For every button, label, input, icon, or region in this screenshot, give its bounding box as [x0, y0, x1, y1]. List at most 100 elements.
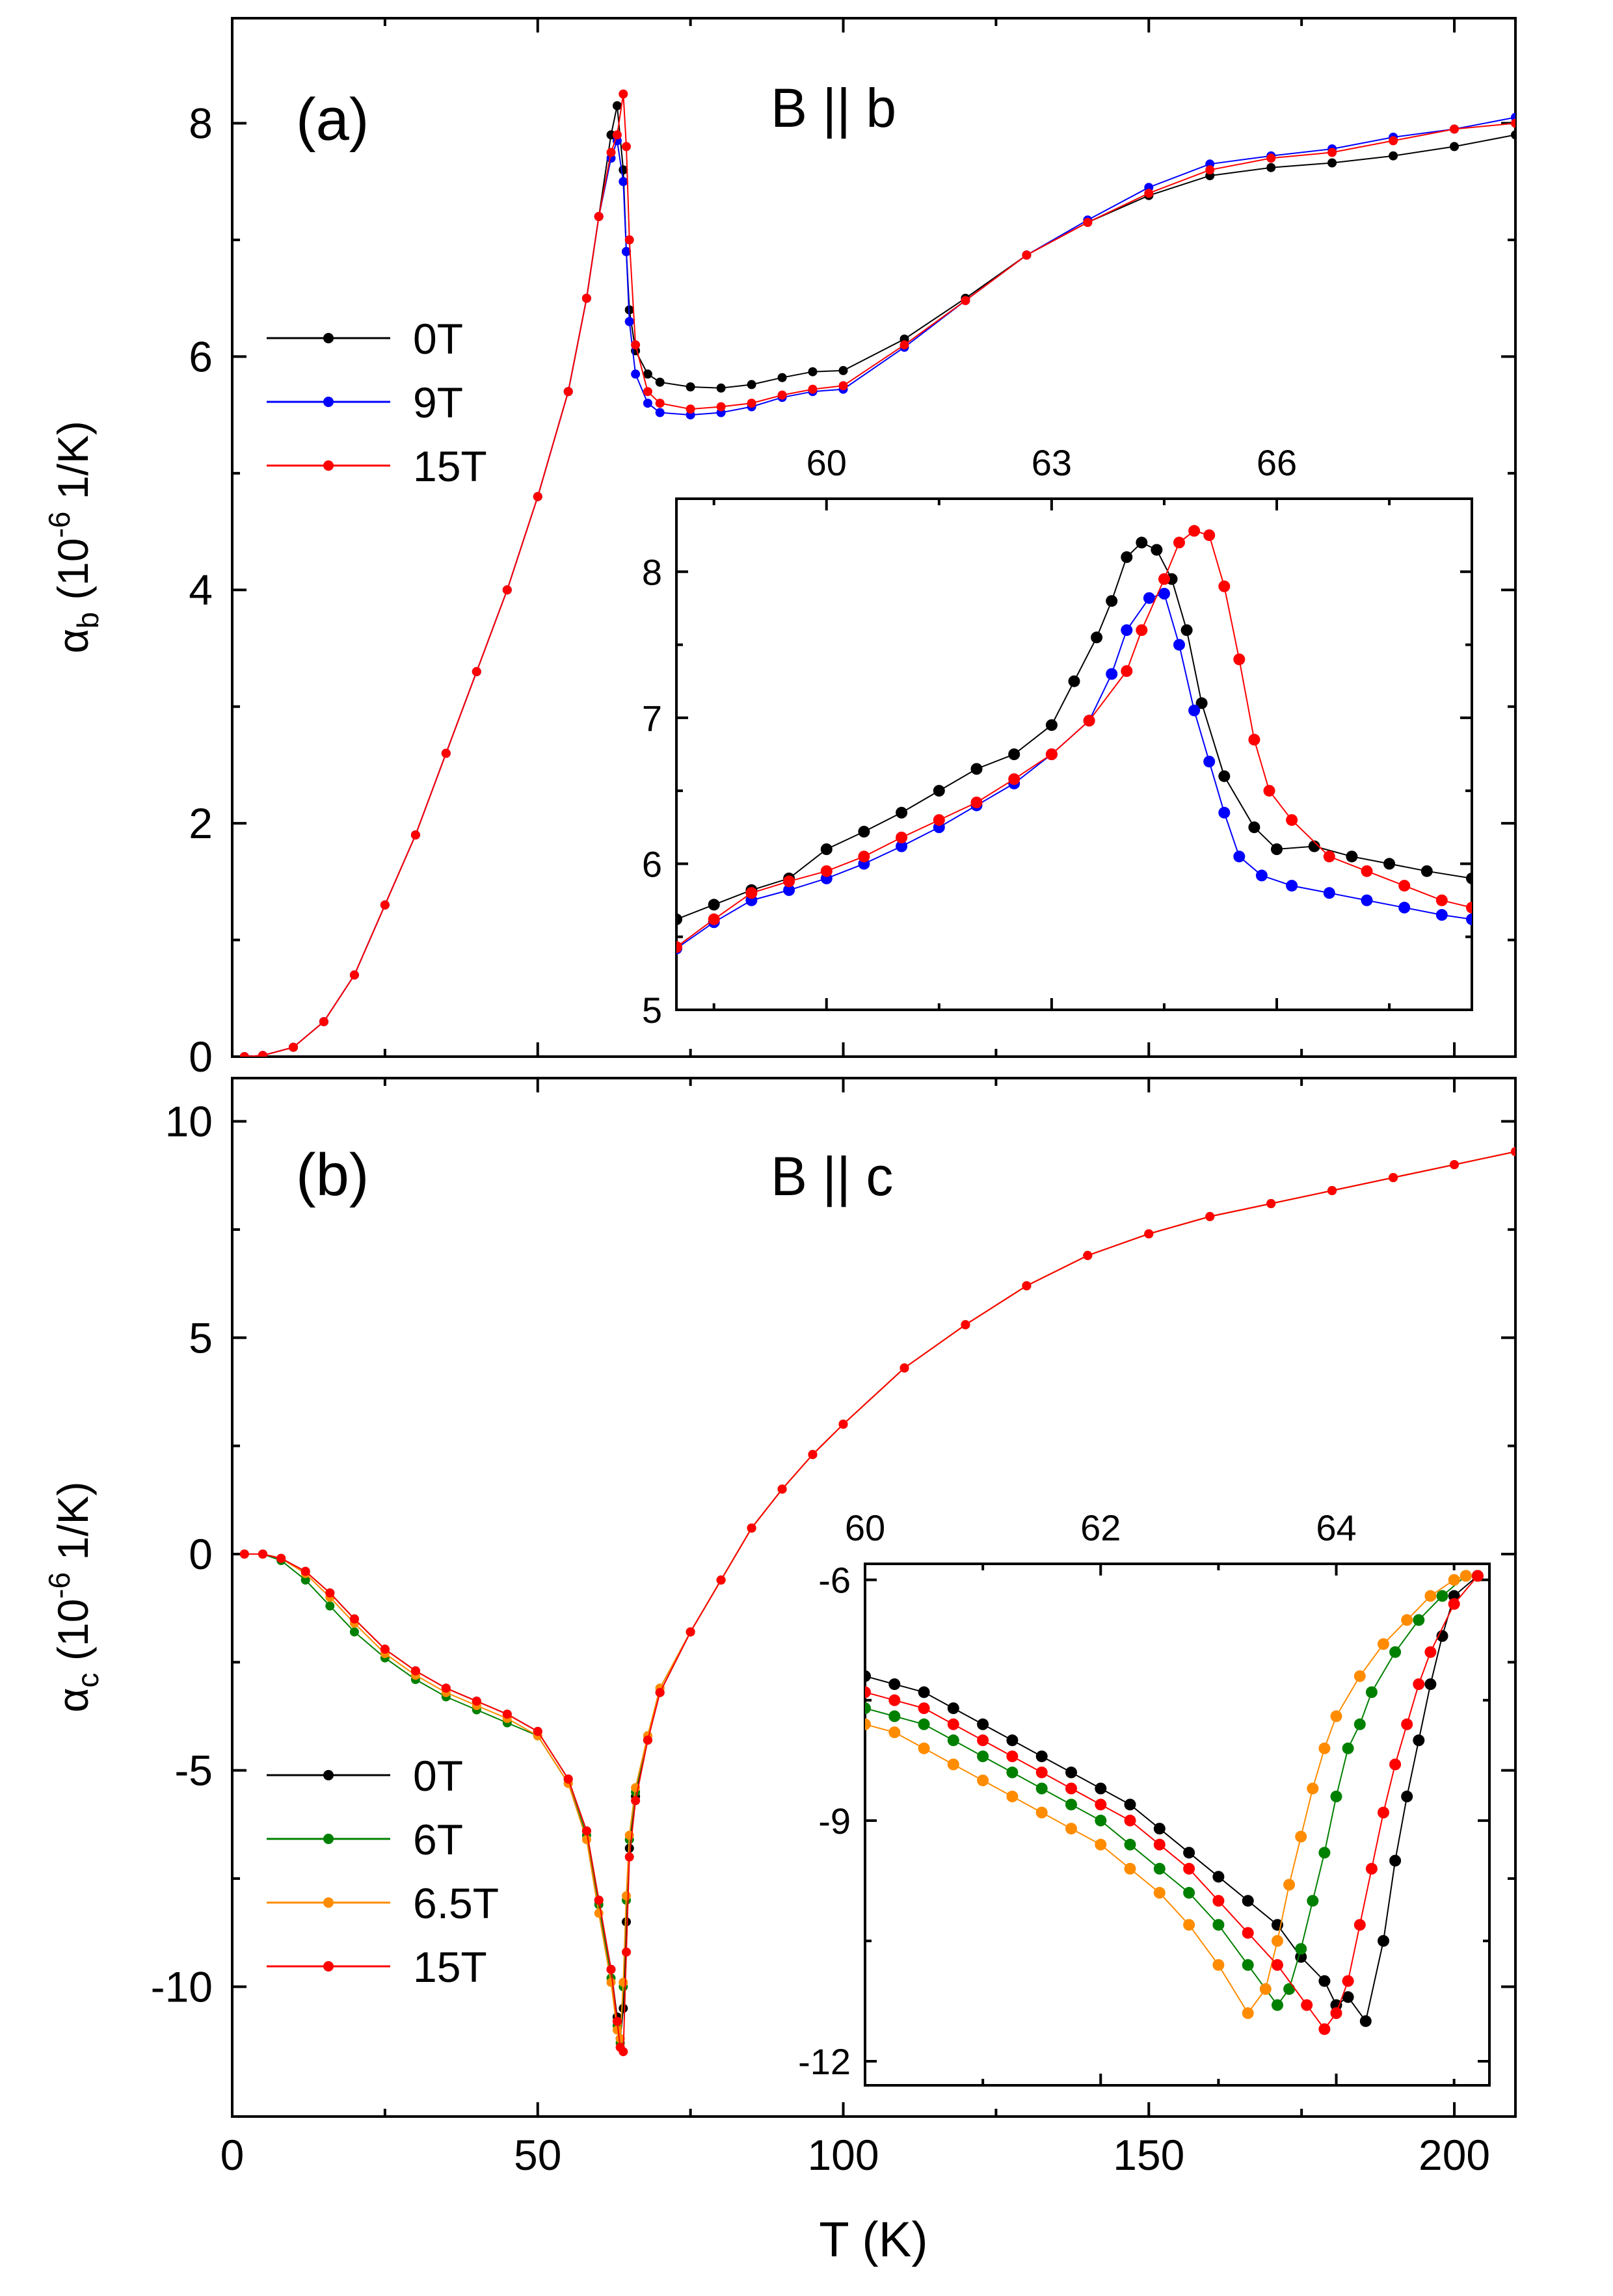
- inset-y-tick-label: 7: [642, 698, 662, 739]
- data-point-15T: [502, 1709, 512, 1719]
- data-point-9T: [1218, 806, 1231, 819]
- data-point-6.5T: [619, 1977, 628, 1987]
- x-tick-label: 150: [1113, 2131, 1184, 2179]
- data-point-15T: [380, 1644, 390, 1654]
- data-point-15T: [1330, 2007, 1342, 2019]
- data-point-6.5T: [888, 1726, 901, 1739]
- data-point-0T: [1212, 1871, 1225, 1883]
- data-point-9T: [896, 840, 908, 852]
- data-point-0T: [1450, 142, 1459, 152]
- data-point-15T: [612, 2016, 622, 2026]
- data-point-6T: [1035, 1782, 1048, 1795]
- data-point-0T: [820, 843, 833, 855]
- data-point-6T: [1318, 1847, 1331, 1859]
- data-point-15T: [900, 1363, 909, 1373]
- data-point-6.5T: [612, 2025, 622, 2035]
- data-point-15T: [1327, 1186, 1337, 1195]
- data-point-6.5T: [977, 1775, 989, 1787]
- data-point-0T: [808, 367, 818, 376]
- inset-y-tick-label: -9: [818, 1801, 851, 1841]
- data-point-15T: [808, 384, 818, 394]
- data-point-9T: [1323, 887, 1335, 899]
- data-point-0T: [1511, 130, 1515, 140]
- data-point-0T: [1466, 872, 1472, 884]
- data-point-15T: [1466, 901, 1472, 914]
- data-point-15T: [472, 666, 481, 676]
- data-point-15T: [1286, 814, 1298, 826]
- data-point-15T: [631, 340, 641, 350]
- data-point-0T: [1091, 631, 1103, 644]
- data-point-0T: [838, 365, 848, 375]
- data-point-6T: [1095, 1814, 1107, 1827]
- data-point-15T: [820, 865, 833, 877]
- data-point-6T: [1307, 1895, 1319, 1907]
- data-point-6.5T: [1295, 1830, 1307, 1843]
- data-point-9T: [1255, 869, 1268, 882]
- data-point-15T: [655, 1687, 665, 1697]
- data-point-15T: [380, 900, 390, 910]
- data-point-15T: [643, 1735, 652, 1745]
- x-axis-label: T (K): [819, 2212, 927, 2267]
- data-point-0T: [619, 2003, 628, 2013]
- data-point-0T: [1318, 1975, 1331, 1987]
- data-point-6T: [1242, 1959, 1254, 1971]
- data-point-15T: [612, 130, 622, 140]
- inset-y-tick-label: 8: [642, 551, 662, 592]
- y-axis-label: αb (10-6 1/K): [42, 421, 105, 653]
- data-point-6.5T: [1095, 1838, 1107, 1851]
- data-point-15T: [289, 1042, 298, 1052]
- data-point-15T: [325, 1588, 335, 1598]
- data-point-6.5T: [1183, 1919, 1195, 1931]
- data-point-15T: [1353, 1919, 1366, 1931]
- data-point-0T: [1266, 163, 1276, 172]
- data-point-0T: [888, 1678, 901, 1691]
- data-point-0T: [1420, 865, 1433, 877]
- legend-marker-15T: [323, 460, 334, 471]
- data-point-6T: [1006, 1766, 1019, 1778]
- data-point-15T: [716, 1575, 726, 1585]
- data-point-15T: [441, 748, 451, 758]
- data-point-15T: [1435, 894, 1448, 906]
- x-tick-label: 50: [514, 2131, 561, 2179]
- legend-label: 6T: [413, 1815, 463, 1864]
- data-point-15T: [1233, 653, 1246, 665]
- data-point-15T: [1450, 124, 1459, 134]
- inset-frame: [864, 1563, 1491, 2087]
- data-point-6.5T: [865, 1718, 871, 1730]
- data-point-6T: [1272, 1999, 1283, 2011]
- data-point-9T: [1158, 588, 1170, 600]
- data-point-15T: [1203, 529, 1216, 542]
- data-point-6T: [1183, 1886, 1195, 1899]
- data-point-15T: [655, 399, 665, 408]
- data-point-0T: [1195, 697, 1208, 709]
- data-point-0T: [1065, 1766, 1077, 1778]
- data-point-6T: [1212, 1919, 1225, 1931]
- data-point-15T: [888, 1694, 901, 1706]
- y-tick-label: -10: [151, 1962, 213, 2011]
- data-point-0T: [896, 806, 908, 819]
- data-point-15T: [1045, 748, 1058, 760]
- data-point-6T: [977, 1750, 989, 1763]
- data-point-6T: [1353, 1718, 1366, 1730]
- data-point-15T: [594, 1895, 604, 1905]
- data-point-15T: [1448, 1598, 1460, 1610]
- data-point-15T: [838, 381, 848, 391]
- data-point-6.5T: [1378, 1638, 1389, 1650]
- inset-x-tick-label: 62: [1080, 1507, 1121, 1548]
- data-point-15T: [1022, 1281, 1032, 1291]
- data-point-9T: [1173, 639, 1185, 651]
- data-point-0T: [676, 913, 682, 925]
- data-point-6T: [888, 1710, 901, 1722]
- data-point-15T: [1389, 136, 1398, 146]
- data-point-15T: [1136, 624, 1148, 637]
- data-point-6.5T: [1242, 2007, 1254, 2019]
- data-point-6.5T: [615, 2034, 625, 2044]
- data-point-6T: [1295, 1943, 1307, 1955]
- data-point-6.5T: [1035, 1806, 1048, 1819]
- data-point-0T: [933, 785, 945, 797]
- data-point-15T: [858, 851, 870, 863]
- data-point-0T: [1378, 1934, 1389, 1947]
- data-point-15T: [1272, 1959, 1283, 1971]
